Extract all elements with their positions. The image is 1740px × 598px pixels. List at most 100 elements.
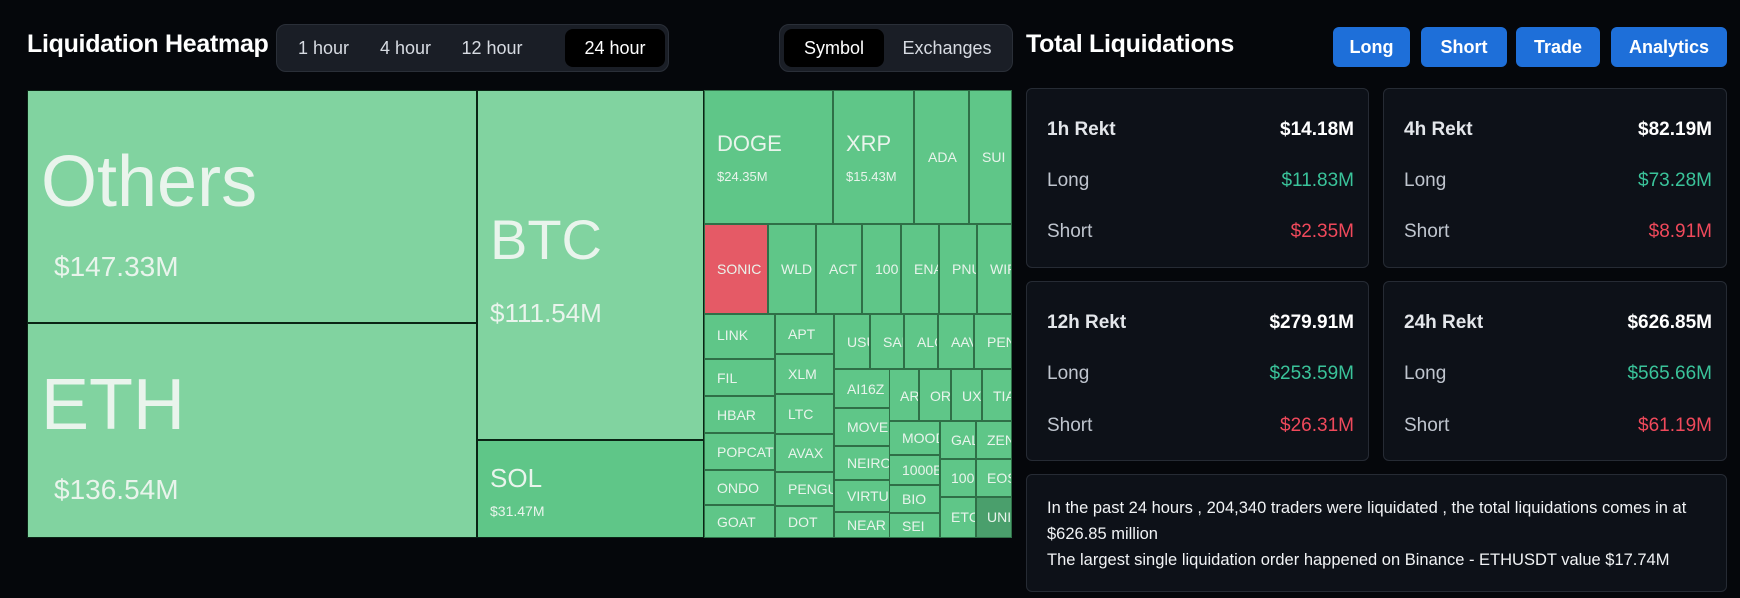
heatmap-tile-100[interactable]: 100 [862, 224, 901, 314]
tile-symbol: ZEN [987, 432, 1011, 448]
view-mode-tabs: Symbol Exchanges [779, 24, 1013, 72]
tile-symbol: EOS [987, 470, 1011, 486]
tile-symbol: BTC [490, 208, 602, 271]
tile-symbol: SUI [982, 149, 1006, 165]
heatmap-tile-wld[interactable]: WLD [768, 224, 816, 314]
heatmap-tile-avax[interactable]: AVAX [775, 434, 834, 472]
heatmap-tile-bio[interactable]: BIO [889, 485, 940, 513]
heatmap-tile-ena[interactable]: ENA [901, 224, 939, 314]
heatmap-tile-sonic[interactable]: SONIC [704, 224, 768, 314]
heatmap-tile-pnu[interactable]: PNU [939, 224, 977, 314]
tile-value: $111.54M [490, 298, 602, 328]
short-amount: $2.35M [1290, 221, 1354, 242]
tile-symbol: ACT [829, 261, 857, 277]
heatmap-tile-sol[interactable]: SOL $31.47M [477, 440, 704, 538]
card-total: $626.85M [1627, 312, 1712, 333]
tile-symbol: MOVE [847, 419, 889, 435]
long-button[interactable]: Long [1333, 27, 1410, 67]
tile-symbol: ETC [951, 509, 975, 525]
heatmap-tile-eos[interactable]: EOS [976, 459, 1012, 497]
tile-symbol: TIA [993, 388, 1011, 404]
heatmap-tile-alg[interactable]: ALG [904, 314, 938, 369]
heatmap-tile-pengu[interactable]: PENGU [775, 472, 834, 506]
heatmap-tile-apt[interactable]: APT [775, 314, 834, 354]
heatmap-tile-eth[interactable]: ETH $136.54M [27, 323, 477, 538]
tile-symbol: UX [962, 388, 982, 404]
heatmap-tile-uni[interactable]: UNI [976, 497, 1012, 538]
long-amount: $253.59M [1269, 363, 1354, 384]
summary-line-1: In the past 24 hours , 204,340 traders w… [1047, 499, 1687, 543]
heatmap-tile-sei[interactable]: SEI [889, 513, 940, 538]
heatmap-tile-btc[interactable]: BTC $111.54M [477, 90, 704, 440]
stats-card-1h: 1h Rekt $14.18M Long $11.83M Short $2.35… [1026, 88, 1369, 268]
short-button[interactable]: Short [1421, 27, 1507, 67]
tab-symbol[interactable]: Symbol [784, 29, 884, 67]
heatmap-tile-ar[interactable]: AR [889, 369, 919, 421]
heatmap-tile-xlm[interactable]: XLM [775, 354, 834, 394]
heatmap-tile-ondo[interactable]: ONDO [704, 470, 775, 505]
heatmap-tile-1000e[interactable]: 1000E [889, 455, 940, 485]
tile-symbol: WIF [990, 261, 1011, 277]
heatmap-tile-pen[interactable]: PEN [974, 314, 1012, 369]
card-total: $14.18M [1280, 119, 1354, 140]
heatmap-tile-link[interactable]: LINK [704, 314, 775, 359]
tile-symbol: XRP [846, 131, 892, 156]
heatmap-tile-fil[interactable]: FIL [704, 359, 775, 396]
heatmap-tile-hbar[interactable]: HBAR [704, 396, 775, 433]
tile-symbol: ONDO [717, 480, 759, 496]
heatmap-tile-or[interactable]: OR [919, 369, 951, 421]
stats-card-4h: 4h Rekt $82.19M Long $73.28M Short $8.91… [1383, 88, 1727, 268]
tile-value: $24.35M [717, 169, 768, 184]
heatmap-tile-dot[interactable]: DOT [775, 506, 834, 538]
tab-4-hour[interactable]: 4 hour [379, 38, 432, 58]
tile-symbol: GAL [951, 432, 975, 448]
tile-symbol: PNU [952, 261, 976, 277]
heatmap-tile-zen[interactable]: ZEN [976, 421, 1012, 459]
tile-symbol: NEAR [847, 517, 886, 533]
tile-symbol: WLD [781, 261, 813, 277]
tile-value: $31.47M [490, 503, 545, 519]
heatmap-tile-act[interactable]: ACT [816, 224, 862, 314]
tile-symbol: ETH [41, 365, 185, 445]
heatmap-tile-san[interactable]: SAN [870, 314, 904, 369]
heatmap-tile-sui[interactable]: SUI [969, 90, 1012, 224]
heatmap-tile-ada[interactable]: ADA [914, 90, 969, 224]
tile-symbol: SONIC [717, 261, 762, 277]
card-title: 4h Rekt [1404, 119, 1473, 140]
tab-1-hour[interactable]: 1 hour [297, 38, 350, 58]
heatmap-tile-aav[interactable]: AAV [938, 314, 974, 369]
card-title: 12h Rekt [1047, 312, 1127, 333]
heatmap-tile-xrp[interactable]: XRP $15.43M [833, 90, 914, 224]
tile-symbol: GOAT [717, 514, 756, 530]
heatmap-tile-doge[interactable]: DOGE $24.35M [704, 90, 833, 224]
tile-symbol: HBAR [717, 407, 756, 423]
heatmap-tile-wif[interactable]: WIF [977, 224, 1012, 314]
tile-symbol: MOOD [902, 430, 939, 446]
analytics-button[interactable]: Analytics [1611, 27, 1727, 67]
heatmap-tile-tia[interactable]: TIA [982, 369, 1012, 421]
tile-symbol: NEIRO [847, 455, 892, 471]
long-label: Long [1404, 170, 1447, 191]
tab-24-hour[interactable]: 24 hour [565, 29, 665, 67]
heatmap-tile-ltc[interactable]: LTC [775, 394, 834, 434]
heatmap-tile-usu[interactable]: USU [834, 314, 870, 369]
heatmap-tile-etc[interactable]: ETC [940, 497, 976, 538]
tile-symbol: AR [900, 388, 919, 404]
tab-12-hour[interactable]: 12 hour [461, 38, 523, 58]
heatmap-tile-others[interactable]: Others $147.33M [27, 90, 477, 323]
tile-symbol: SEI [902, 518, 925, 534]
long-amount: $73.28M [1638, 170, 1712, 191]
tile-symbol: UNI [987, 509, 1012, 525]
heatmap-tile-popcat[interactable]: POPCAT [704, 433, 775, 470]
tile-symbol: 100 [951, 470, 975, 486]
tile-value: $15.43M [846, 169, 897, 184]
heatmap-tile-goat[interactable]: GOAT [704, 505, 775, 538]
liquidation-summary: In the past 24 hours , 204,340 traders w… [1026, 474, 1727, 592]
heatmap-tile-100b[interactable]: 100 [940, 459, 976, 497]
heatmap-tile-mood[interactable]: MOOD [889, 421, 940, 455]
tab-exchanges[interactable]: Exchanges [902, 38, 992, 58]
heatmap-tile-gal[interactable]: GAL [940, 421, 976, 459]
heatmap-tile-ux[interactable]: UX [951, 369, 982, 421]
heatmap-title: Liquidation Heatmap [27, 30, 269, 58]
trade-button[interactable]: Trade [1516, 27, 1600, 67]
